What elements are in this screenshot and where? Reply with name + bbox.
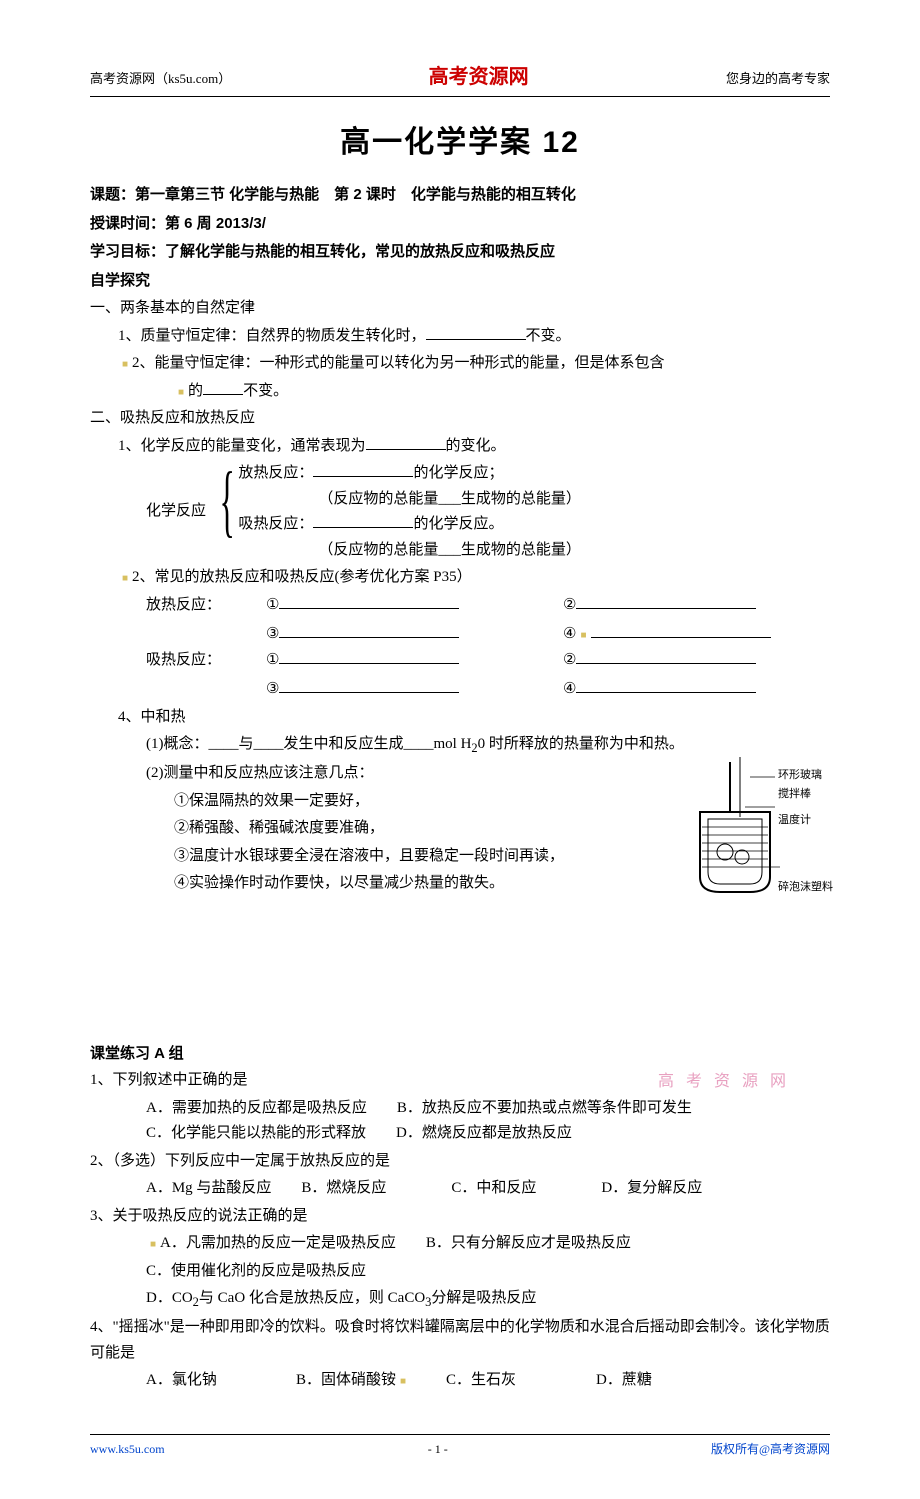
q2-opt-d: D．复分解反应: [601, 1176, 721, 1202]
blank: [279, 623, 459, 638]
bullet-dot: ■: [174, 387, 188, 398]
blank: [576, 594, 756, 609]
q1-opt-c: C．化学能只能以热能的形式释放: [146, 1121, 366, 1147]
q2: 2、（多选）下列反应中一定属于放热反应的是: [90, 1149, 830, 1175]
blank: [313, 513, 413, 528]
section1-head: 一、两条基本的自然定律: [90, 296, 830, 322]
endo-reactions: 吸热反应： ① ② ③ ④: [90, 648, 830, 703]
s1-p2-cont: ■的不变。: [90, 379, 830, 405]
s1-p1: 1、质量守恒定律：自然界的物质发生转化时，不变。: [90, 324, 830, 350]
blank: [313, 462, 413, 477]
s2-p2: ■2、常见的放热反应和吸热反应(参考优化方案 P35）: [90, 565, 830, 591]
blank: [203, 380, 243, 395]
footer-right: 版权所有@高考资源网: [711, 1439, 830, 1459]
q3: 3、关于吸热反应的说法正确的是: [90, 1204, 830, 1230]
q4: 4、"摇摇冰"是一种即用即冷的饮料。吸食时将饮料罐隔离层中的化学物质和水混合后摇…: [90, 1315, 830, 1366]
q1: 1、下列叙述中正确的是高 考 资 源 网: [90, 1068, 830, 1094]
blank: [576, 649, 756, 664]
q4-opt-d: D．蔗糖: [596, 1368, 716, 1394]
curly-brace-icon: {: [220, 461, 235, 563]
document-title: 高一化学学案 12: [90, 117, 830, 168]
meta-self: 自学探究: [90, 268, 830, 294]
q4-opt-b: B．固体硝酸铵■: [296, 1368, 416, 1394]
meta-goal: 学习目标：了解化学能与热能的相互转化，常见的放热反应和吸热反应: [90, 239, 830, 265]
blank: [279, 594, 459, 609]
q2-opt-b: B．燃烧反应: [301, 1176, 421, 1202]
s2-p4-1: (1)概念：____与____发生中和反应生成____mol H20 时所释放的…: [90, 732, 830, 759]
q3-opt-d: D．CO2与 CaO 化合是放热反应，则 CaCO3分解是吸热反应: [146, 1286, 830, 1313]
q4-options: A．氯化钠 B．固体硝酸铵■ C．生石灰 D．蔗糖: [90, 1368, 830, 1394]
q1-opt-a: A．需要加热的反应都是吸热反应: [146, 1096, 367, 1122]
q1-opt-d: D．燃烧反应都是放热反应: [396, 1121, 572, 1147]
blank: [279, 649, 459, 664]
blank: [576, 678, 756, 693]
q4-opt-c: C．生石灰: [446, 1368, 566, 1394]
meta-topic: 课题：第一章第三节 化学能与热能 第 2 课时 化学能与热能的相互转化: [90, 182, 830, 208]
meta-time: 授课时间：第 6 周 2013/3/: [90, 211, 830, 237]
q3-opt-a: ■A．凡需加热的反应一定是吸热反应: [146, 1231, 396, 1257]
bullet-dot: ■: [576, 627, 590, 644]
brace-label: 化学反应: [146, 461, 212, 563]
watermark: 高 考 资 源 网: [658, 1068, 790, 1095]
blank: [279, 678, 459, 693]
header-left: 高考资源网（ks5u.com）: [90, 68, 231, 90]
bullet-dot: ■: [146, 1239, 160, 1250]
section2-head: 二、吸热反应和放热反应: [90, 406, 830, 432]
footer-page: - 1 -: [165, 1439, 711, 1459]
q2-opt-c: C．中和反应: [451, 1176, 571, 1202]
bullet-dot: ■: [396, 1376, 410, 1387]
q3-options: ■A．凡需加热的反应一定是吸热反应 B．只有分解反应才是吸热反应 C．使用催化剂…: [90, 1231, 830, 1313]
exercise-head: 课堂练习 A 组: [90, 1041, 830, 1067]
s2-p4: 4、中和热: [90, 705, 830, 731]
q3-opt-b: B．只有分解反应才是吸热反应: [426, 1231, 631, 1257]
page-header: 高考资源网（ks5u.com） 高考资源网 您身边的高考专家: [90, 60, 830, 97]
calorimeter-figure: 环形玻璃 搅拌棒 温度计 碎泡沫塑料: [680, 757, 830, 1034]
q3-opt-c: C．使用催化剂的反应是吸热反应: [146, 1259, 830, 1285]
reaction-brace: 化学反应 { 放热反应：的化学反应； （反应物的总能量___生成物的总能量） 吸…: [146, 461, 830, 563]
q1-opt-b: B．放热反应不要加热或点燃等条件即可发生: [397, 1096, 692, 1122]
footer-left: www.ks5u.com: [90, 1439, 165, 1459]
brace-body: 放热反应：的化学反应； （反应物的总能量___生成物的总能量） 吸热反应：的化学…: [238, 461, 581, 563]
blank: [591, 623, 771, 638]
header-center: 高考资源网: [429, 60, 529, 94]
page-footer: www.ks5u.com - 1 - 版权所有@高考资源网: [90, 1434, 830, 1459]
blank: [426, 325, 526, 340]
s2-p1: 1、化学反应的能量变化，通常表现为的变化。: [90, 434, 830, 460]
q2-options: A．Mg 与盐酸反应 B．燃烧反应 C．中和反应 D．复分解反应: [90, 1176, 830, 1202]
bullet-dot: ■: [118, 573, 132, 584]
q4-opt-a: A．氯化钠: [146, 1368, 266, 1394]
blank: [366, 435, 446, 450]
q1-options: A．需要加热的反应都是吸热反应 B．放热反应不要加热或点燃等条件即可发生 C．化…: [90, 1096, 830, 1147]
bullet-dot: ■: [118, 359, 132, 370]
q2-opt-a: A．Mg 与盐酸反应: [146, 1176, 271, 1202]
s1-p2: ■2、能量守恒定律：一种形式的能量可以转化为另一种形式的能量，但是体系包含: [90, 351, 830, 377]
header-right: 您身边的高考专家: [726, 68, 830, 90]
exo-reactions: 放热反应： ① ② ③ ④■: [90, 593, 830, 648]
